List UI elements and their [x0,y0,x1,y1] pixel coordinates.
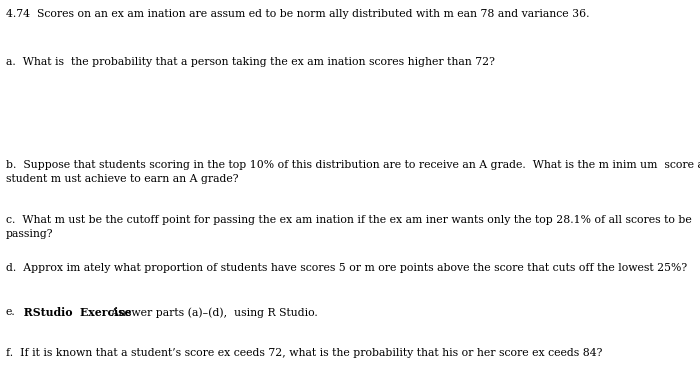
Text: b.  Suppose that students scoring in the top 10% of this distribution are to rec: b. Suppose that students scoring in the … [6,160,700,184]
Text: a.  What is  the probability that a person taking the ex am ination scores highe: a. What is the probability that a person… [6,57,494,67]
Text: e.: e. [6,307,15,317]
Text: d.  Approx im ately what proportion of students have scores 5 or m ore points ab: d. Approx im ately what proportion of st… [6,263,687,273]
Text: Answer parts (a)–(d),  using R Studio.: Answer parts (a)–(d), using R Studio. [104,307,317,318]
Text: c.  What m ust be the cutoff point for passing the ex am ination if the ex am in: c. What m ust be the cutoff point for pa… [6,215,692,239]
Text: f.  If it is known that a student’s score ex ceeds 72, what is the probability t: f. If it is known that a student’s score… [6,348,602,358]
Text: 4.74  Scores on an ex am ination are assum ed to be norm ally distributed with m: 4.74 Scores on an ex am ination are assu… [6,9,589,19]
Text: RStudio  Exercise: RStudio Exercise [20,307,131,318]
